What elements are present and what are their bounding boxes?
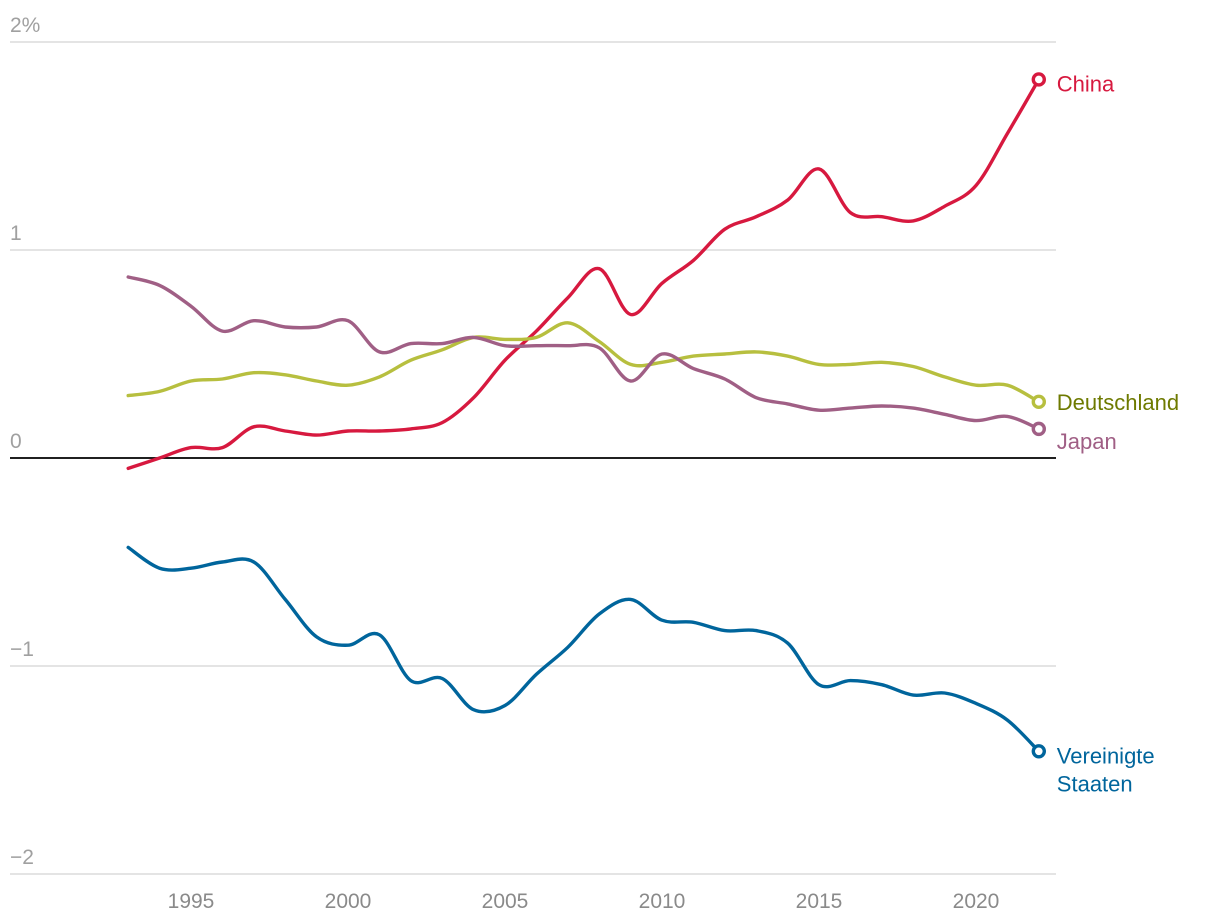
series-label-line-china-0: China [1057,71,1115,96]
series-label-line-vereinigte-staaten-1: Staaten [1057,771,1133,796]
series-end-marker-vereinigte-staaten [1031,744,1047,759]
x-tick-label-2010: 2010 [639,890,686,913]
series-label-china: China [1057,71,1115,96]
y-tick-label-1: 1 [10,222,22,245]
series-line-vereinigte-staaten [126,545,1041,753]
grid-layer: 2% 1 0 −1 −2 [10,14,1056,875]
series-end-marker-japan [1031,421,1047,437]
x-tick-label-2005: 2005 [482,890,529,913]
series-layer [126,72,1047,759]
series-label-line-japan-0: Japan [1057,429,1117,454]
x-axis-ticks: 1995 2000 2005 2010 2015 2020 [168,890,1000,913]
series-label-line-vereinigte-staaten-0: Vereinigte [1057,743,1155,768]
series-label-deutschland: Deutschland [1057,390,1179,415]
series-line-japan [126,275,1041,431]
series-label-vereinigte-staaten: Vereinigte Staaten [1057,743,1155,796]
series-label-line-deutschland-0: Deutschland [1057,390,1179,415]
y-tick-label-2: 0 [10,430,22,453]
x-tick-label-2000: 2000 [325,890,372,913]
series-labels: China Deutschland Japan Vereinigte Staaten [1057,71,1179,796]
series-end-marker-china [1031,72,1047,87]
series-label-japan: Japan [1057,429,1117,454]
series-end-marker-deutschland [1031,394,1047,410]
x-tick-label-2015: 2015 [796,890,843,913]
y-tick-label-4: −2 [10,846,34,869]
series-line-china [126,77,1041,471]
series-line-deutschland [126,321,1041,404]
x-tick-label-2020: 2020 [953,890,1000,913]
y-tick-label-3: −1 [10,638,34,661]
x-tick-label-1995: 1995 [168,890,215,913]
y-tick-label-0: 2% [10,14,40,37]
